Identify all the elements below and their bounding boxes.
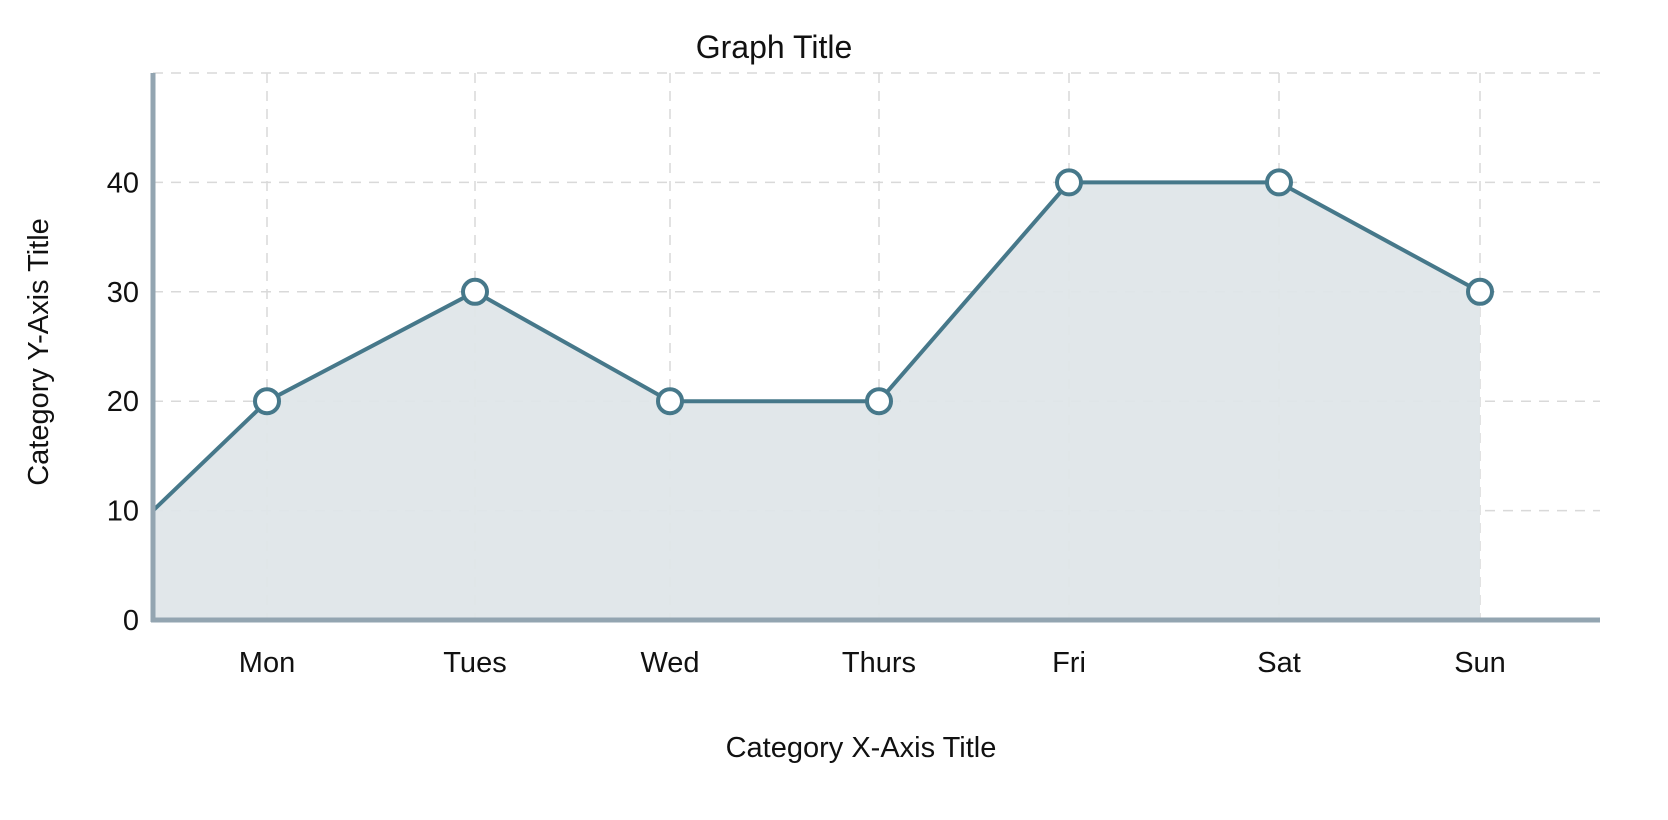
y-tick-label: 0 bbox=[123, 605, 139, 637]
y-tick-label: 20 bbox=[107, 386, 139, 418]
y-tick-label: 40 bbox=[107, 167, 139, 199]
x-tick-labels: Mon Tues Wed Thurs Fri Sat Sun bbox=[239, 647, 1506, 679]
x-tick-label: Sun bbox=[1454, 647, 1506, 679]
chart-title: Graph Title bbox=[696, 29, 853, 65]
x-tick-label: Mon bbox=[239, 647, 295, 679]
x-tick-label: Fri bbox=[1052, 647, 1086, 679]
y-tick-label: 10 bbox=[107, 496, 139, 528]
data-point-markers bbox=[253, 168, 1494, 416]
y-tick-label: 30 bbox=[107, 277, 139, 309]
x-tick-label: Thurs bbox=[842, 647, 916, 679]
y-axis-title: Category Y-Axis Title bbox=[23, 218, 55, 486]
x-axis-title: Category X-Axis Title bbox=[726, 732, 997, 764]
data-point-marker bbox=[253, 387, 281, 416]
data-point-marker bbox=[1265, 168, 1293, 197]
x-tick-label: Sat bbox=[1257, 647, 1301, 679]
x-tick-label: Wed bbox=[640, 647, 699, 679]
y-tick-labels: 0 10 20 30 40 bbox=[107, 167, 139, 637]
x-tick-label: Tues bbox=[443, 647, 506, 679]
series-line bbox=[151, 180, 1481, 513]
data-point-marker bbox=[1466, 277, 1494, 306]
data-point-marker bbox=[1055, 168, 1083, 197]
data-point-marker bbox=[461, 277, 489, 306]
data-point-marker bbox=[656, 387, 684, 416]
data-point-marker bbox=[865, 387, 893, 416]
